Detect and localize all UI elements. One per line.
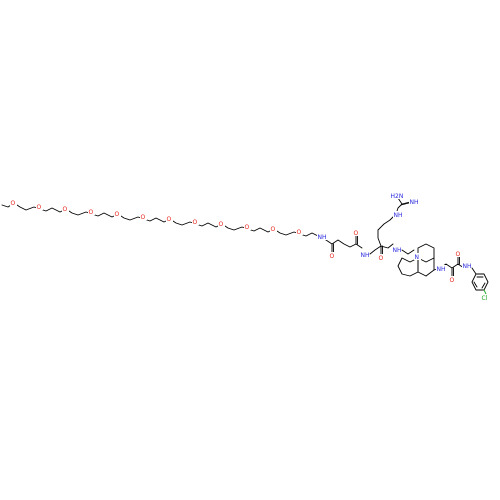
peg-oxygen-6: O	[166, 215, 173, 223]
linker-bonds	[319, 236, 363, 249]
svg-text:O: O	[11, 200, 16, 207]
carbonyl-oxygen-1: O	[329, 252, 336, 260]
svg-text:H2N: H2N	[391, 193, 404, 200]
svg-text:O: O	[271, 226, 276, 233]
svg-text:O: O	[456, 251, 461, 258]
guanidine-h2n: H2N	[390, 192, 403, 200]
peg-oxygen-5: O	[140, 213, 147, 221]
svg-text:O: O	[330, 253, 335, 260]
guanidine-nh: NH	[393, 211, 403, 219]
chlorophenyl-ring	[471, 267, 489, 295]
svg-text:O: O	[89, 209, 94, 216]
svg-text:NH: NH	[393, 247, 402, 254]
guanidine-imine-nh: NH	[409, 198, 419, 206]
ring-link-2	[425, 269, 435, 277]
guanidine-bond-2	[401, 201, 411, 205]
peg-chain	[1, 202, 321, 238]
peg-oxygen-11: O	[296, 228, 303, 236]
amide-nh-2: NH	[360, 251, 370, 259]
svg-text:NH: NH	[318, 234, 327, 241]
peg-oxygen-1: O	[36, 203, 43, 211]
svg-text:O: O	[193, 219, 198, 226]
chlorine-bond	[483, 289, 487, 295]
methoxy-oxygen: O	[10, 199, 17, 207]
peg-oxygen-9: O	[244, 223, 251, 231]
guanidine-bond-2b	[400, 202, 410, 206]
ring-link-1	[417, 271, 427, 277]
oxalamide-nh-2: NH	[462, 262, 472, 270]
svg-text:O: O	[115, 211, 120, 218]
amide-nh-3: NH	[392, 246, 402, 254]
aryl-attach-bond	[471, 267, 477, 275]
carbonyl-oxygen-2: O	[353, 229, 360, 237]
svg-text:O: O	[63, 206, 68, 213]
svg-text:O: O	[354, 230, 359, 237]
arg-backbone-bonds	[369, 213, 397, 255]
peg-chain-bonds	[1, 202, 321, 238]
oxalamide-oxygen-2: O	[455, 250, 462, 258]
peg-oxygen-7: O	[192, 218, 199, 226]
ethyl-linker-bonds	[401, 249, 415, 255]
svg-text:O: O	[297, 229, 302, 236]
benzene-double-2	[481, 282, 486, 289]
chlorine-atom: Cl	[481, 294, 490, 302]
peg-oxygen-2: O	[62, 205, 69, 213]
svg-text:NH: NH	[410, 199, 419, 206]
benzene-double-3	[473, 281, 478, 288]
amide-nh-1: NH	[317, 233, 327, 241]
peg-oxygen-3: O	[88, 208, 95, 216]
svg-text:O: O	[450, 277, 455, 284]
svg-text:Cl: Cl	[482, 295, 488, 302]
peg-oxygen-4: O	[114, 210, 121, 218]
svg-text:NH: NH	[394, 212, 403, 219]
oxalamide-nh-1: NH	[436, 265, 446, 273]
peg-oxygen-10: O	[270, 225, 277, 233]
svg-text:NH: NH	[437, 266, 446, 273]
alpha-carbonyl-oxygen: O	[378, 254, 385, 262]
svg-text:O: O	[219, 221, 224, 228]
svg-text:NH: NH	[463, 263, 472, 270]
spiro-ring-nitrogen: N	[414, 253, 421, 261]
oxalamide-oxygen-1: O	[449, 276, 456, 284]
svg-text:O: O	[245, 224, 250, 231]
succinyl-linker	[319, 235, 363, 253]
svg-text:O: O	[167, 216, 172, 223]
svg-text:NH: NH	[361, 252, 370, 259]
svg-text:O: O	[379, 255, 384, 262]
svg-text:O: O	[141, 214, 146, 221]
svg-text:O: O	[37, 204, 42, 211]
svg-text:N: N	[415, 254, 420, 261]
peg-oxygens: O O O O O O O O O O O O	[10, 199, 303, 236]
alpha-to-amide-bond	[380, 243, 394, 249]
cyclohexane-ring	[397, 257, 419, 277]
peg-oxygen-8: O	[218, 220, 225, 228]
